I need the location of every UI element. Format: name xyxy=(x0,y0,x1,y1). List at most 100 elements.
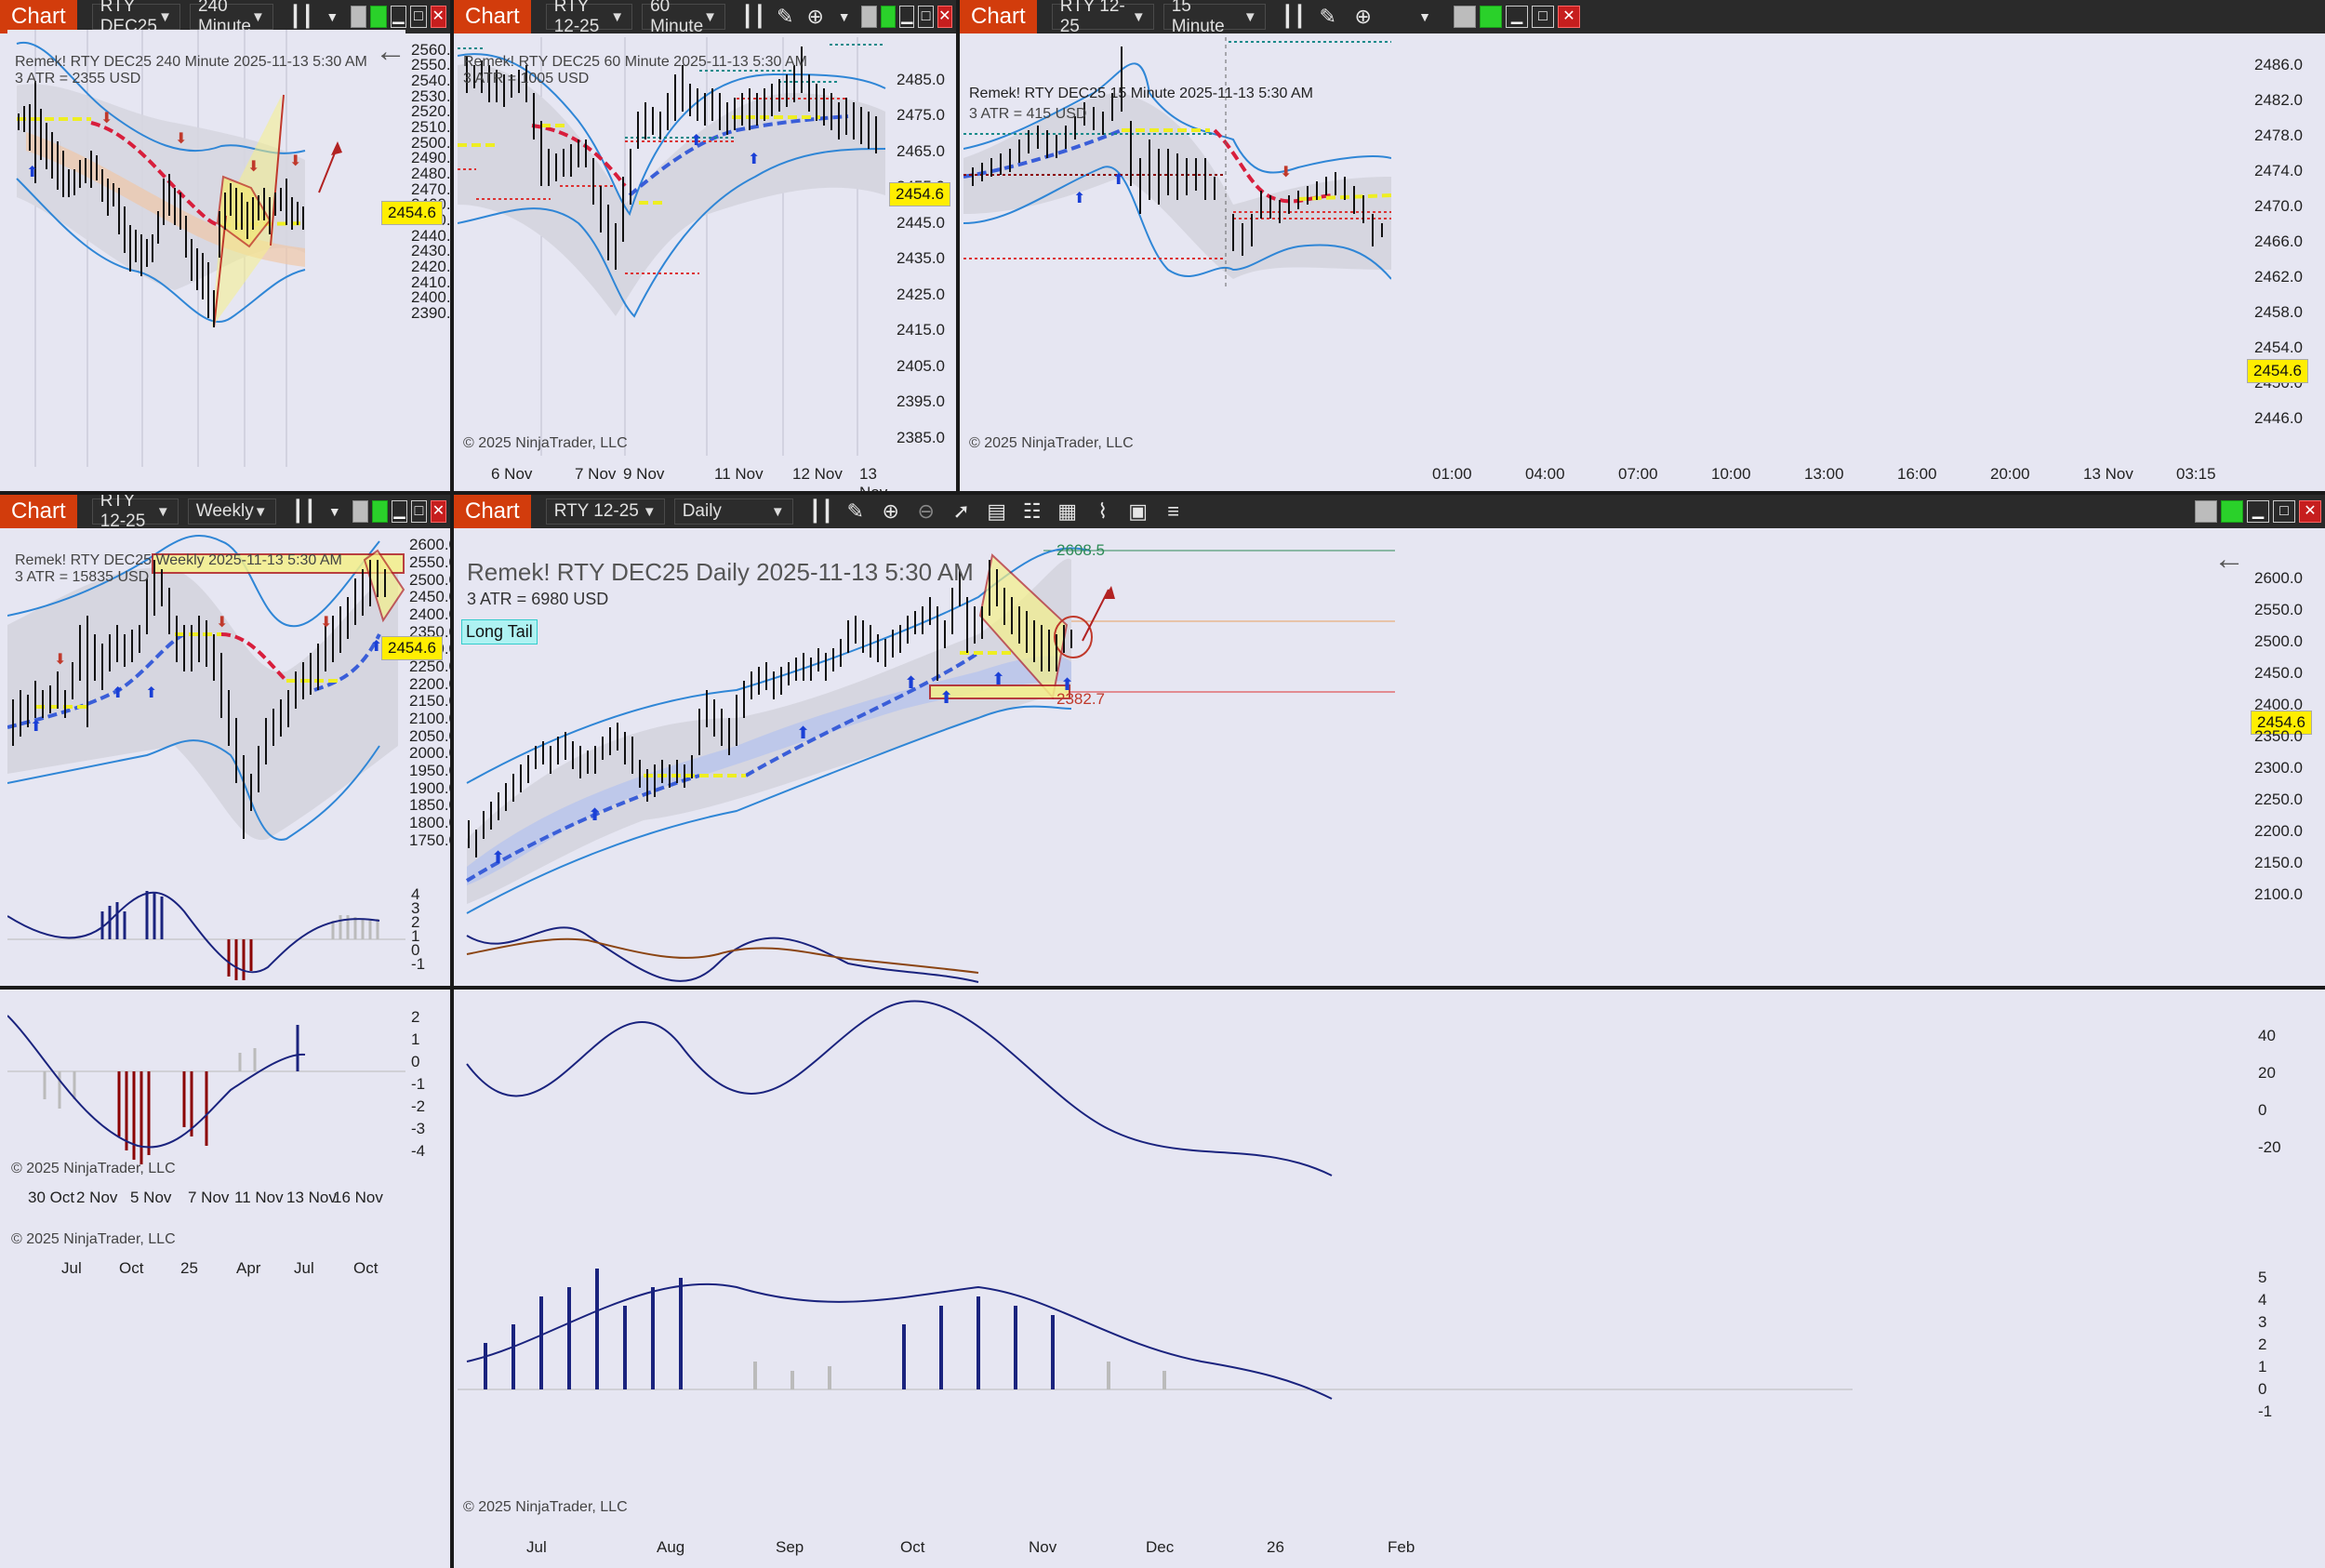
window-toolbar: ▁ □ ✕ xyxy=(1395,495,2325,528)
price-panel[interactable]: ⬆ ⬆ Remek! RTY DEC25 60 Minute 2025-11-13… xyxy=(458,37,887,456)
chevron-down-icon[interactable]: ▼ xyxy=(326,9,339,24)
yellow-level-dashed xyxy=(644,651,1016,777)
close-button[interactable]: ✕ xyxy=(431,500,447,523)
signal-arrows: ⬆ ⬇ ⬇ ⬇ ⬇ xyxy=(26,111,301,180)
zoom-in-icon[interactable]: ⊕ xyxy=(806,5,824,28)
zoom-in-icon[interactable]: ⊕ xyxy=(882,499,899,523)
minimize-button[interactable]: ▁ xyxy=(390,6,407,28)
yellow-level-dashed xyxy=(458,115,820,205)
chart-menu-button[interactable]: Chart xyxy=(454,495,531,528)
link-color-green[interactable] xyxy=(880,6,897,28)
instrument-selector[interactable]: RTY 12-25 ▼ xyxy=(91,495,179,531)
instrument-value: RTY 12-25 xyxy=(553,0,600,36)
svg-text:⬇: ⬇ xyxy=(289,153,301,169)
close-button[interactable]: ✕ xyxy=(2299,500,2321,523)
indicators-icon[interactable]: ⌇ xyxy=(1097,499,1109,523)
chart-menu-button[interactable]: Chart xyxy=(960,0,1037,33)
pencil-draw-icon[interactable]: ✎ xyxy=(1319,5,1336,28)
upper-band-line xyxy=(7,534,380,628)
svg-text:⬇: ⬇ xyxy=(216,615,228,631)
instrument-selector[interactable]: RTY DEC25 ▼ xyxy=(91,0,180,36)
y-tick: 1950.0 xyxy=(409,762,450,779)
maximize-button[interactable]: □ xyxy=(1532,6,1554,28)
maximize-button[interactable]: □ xyxy=(410,500,427,523)
zoom-out-icon[interactable]: ⊖ xyxy=(917,499,935,523)
maximize-button[interactable]: □ xyxy=(410,6,427,28)
y-tick: 2445.0 xyxy=(897,214,945,232)
y-tick: 2550.0 xyxy=(2254,601,2303,618)
data-box-icon[interactable]: ▤ xyxy=(987,499,1007,523)
link-color-green[interactable] xyxy=(371,500,388,523)
color-swatch-gray[interactable] xyxy=(861,6,877,28)
pencil-draw-icon[interactable]: ✎ xyxy=(846,499,864,523)
link-color-green[interactable] xyxy=(1480,6,1502,28)
y-tick: 2425.0 xyxy=(897,286,945,303)
strategies-icon[interactable]: ▦ xyxy=(1057,499,1078,523)
properties-icon[interactable]: ☷ xyxy=(1022,499,1042,523)
instrument-selector[interactable]: RTY 12-25 ▼ xyxy=(545,0,633,36)
minimize-button[interactable]: ▁ xyxy=(2247,500,2269,523)
svg-text:⬆: ⬆ xyxy=(1112,172,1124,188)
x-tick: 13 Nov xyxy=(859,465,887,491)
pencil-draw-icon[interactable]: ✎ xyxy=(777,5,794,28)
bar-style-icon[interactable]: ┃┃ xyxy=(288,5,314,28)
histogram-bars xyxy=(484,1269,1166,1389)
price-panel[interactable]: ⬆ ⬇ ⬇ ⬇ ⬇ Remek! RTY DEC25 240 Minute 2025-1… xyxy=(7,30,406,467)
oscillator-panel[interactable]: © 2025 NinjaTrader, LLC xyxy=(7,997,405,1183)
link-color-green[interactable] xyxy=(370,6,387,28)
back-arrow-icon[interactable]: ← xyxy=(375,33,406,69)
color-swatch-gray[interactable] xyxy=(2195,500,2217,523)
oscillator-panel[interactable] xyxy=(7,884,405,986)
oscillator-panel-2[interactable]: © 2025 NinjaTrader, LLC xyxy=(458,990,1853,1529)
period-selector[interactable]: Daily ▼ xyxy=(673,498,793,525)
chart-menu-button[interactable]: Chart xyxy=(0,495,77,528)
close-button[interactable]: ✕ xyxy=(430,6,446,28)
period-selector[interactable]: 60 Minute ▼ xyxy=(642,0,725,36)
upper-band-line xyxy=(16,41,306,154)
x-axis-labels: 01:00 04:00 07:00 10:00 13:00 16:00 20:0… xyxy=(1395,465,2232,487)
color-swatch-gray[interactable] xyxy=(352,500,368,523)
svg-text:⬆: ⬆ xyxy=(370,639,382,655)
chart-menu-button[interactable]: Chart xyxy=(0,0,77,33)
atr-band-fill xyxy=(458,63,885,316)
period-selector[interactable]: 15 Minute ▼ xyxy=(1162,0,1266,36)
chevron-down-icon[interactable]: ▼ xyxy=(327,504,341,519)
candles xyxy=(972,47,1383,256)
price-panel-15min[interactable]: ⬆ ⬆ ⬇ Remek! RTY DEC25 15 Minute 2025-11-1… xyxy=(963,37,1391,456)
maximize-button[interactable]: □ xyxy=(918,6,934,28)
close-button[interactable]: ✕ xyxy=(1558,6,1580,28)
oscillator-panel-1[interactable] xyxy=(458,926,1395,986)
bar-style-icon[interactable]: ┃┃ xyxy=(291,499,317,523)
templates-icon[interactable]: ▣ xyxy=(1128,499,1149,523)
chevron-down-icon[interactable]: ▼ xyxy=(837,9,851,24)
color-swatch-gray[interactable] xyxy=(350,6,367,28)
blue-trend-dashed xyxy=(7,632,381,729)
svg-text:⬆: ⬆ xyxy=(1060,675,1074,694)
minimize-button[interactable]: ▁ xyxy=(1506,6,1528,28)
y-tick: 1 xyxy=(2258,1358,2267,1375)
y-tick: 1900.0 xyxy=(409,779,450,797)
y-tick: -20 xyxy=(2258,1138,2281,1156)
chevron-down-icon[interactable]: ▼ xyxy=(1418,9,1431,24)
window-toolbar: Chart RTY 12-25 ▼ Weekly ▼ ┃┃ ▼ ▁ □ ✕ xyxy=(0,495,450,531)
maximize-button[interactable]: □ xyxy=(2273,500,2295,523)
period-selector[interactable]: Weekly ▼ xyxy=(187,498,276,525)
pointer-icon[interactable]: ➚ xyxy=(952,499,970,523)
price-panel[interactable]: ⬆ ⬆ ⬆ ⬇ ⬇ ⬇ ⬆ Remek! RTY DEC25 Weekly 2025-11-… xyxy=(7,532,405,876)
chart-menu-button[interactable]: Chart xyxy=(454,0,531,33)
period-selector[interactable]: 240 Minute ▼ xyxy=(189,0,273,36)
minimize-button[interactable]: ▁ xyxy=(899,6,915,28)
instrument-selector[interactable]: RTY 12-25 ▼ xyxy=(1051,0,1154,36)
back-arrow-icon[interactable]: ← xyxy=(2213,541,2245,577)
bar-style-icon[interactable]: ┃┃ xyxy=(1281,5,1307,28)
zoom-in-icon[interactable]: ⊕ xyxy=(1354,5,1372,28)
price-panel[interactable]: ⬆ ⬆ ⬆ ⬆ ⬆ ⬆ ⬆ Remek! RTY DEC25 Daily 2025-11-1… xyxy=(458,532,1395,923)
close-button[interactable]: ✕ xyxy=(937,6,952,28)
bar-style-icon[interactable]: ┃┃ xyxy=(741,5,766,28)
bar-style-icon[interactable]: ┃┃ xyxy=(808,499,834,523)
color-swatch-gray[interactable] xyxy=(1454,6,1476,28)
list-icon[interactable]: ≡ xyxy=(1167,499,1180,523)
instrument-selector[interactable]: RTY 12-25 ▼ xyxy=(545,498,665,525)
link-color-green[interactable] xyxy=(2221,500,2243,523)
minimize-button[interactable]: ▁ xyxy=(391,500,407,523)
